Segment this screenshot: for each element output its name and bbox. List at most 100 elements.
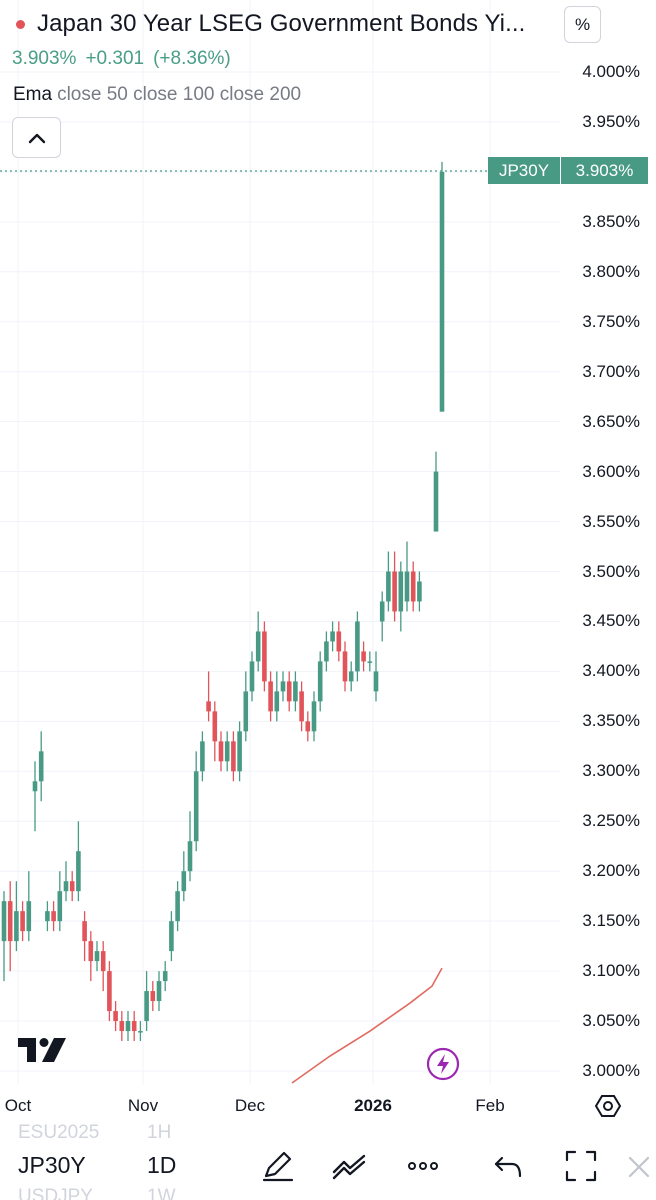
ema-line bbox=[291, 967, 443, 1084]
x-tick-label: Dec bbox=[234, 1096, 266, 1115]
price-change-row: 3.903% +0.301 (+8.36%) bbox=[12, 48, 231, 70]
candle-body bbox=[218, 741, 224, 762]
y-tick-label: 4.000% bbox=[582, 62, 640, 81]
candle-body bbox=[69, 881, 75, 892]
x-tick-label: Feb bbox=[475, 1096, 505, 1115]
y-tick-label: 3.650% bbox=[582, 411, 640, 431]
more-options-icon[interactable] bbox=[405, 1148, 441, 1189]
axis-settings-icon[interactable] bbox=[594, 1092, 622, 1125]
candle-body bbox=[45, 911, 50, 922]
candle-body bbox=[392, 571, 397, 612]
y-tick-label: 3.250% bbox=[582, 811, 640, 831]
bottom-toolbar: JP30Y 1D bbox=[0, 1140, 656, 1192]
y-tick-label: 3.500% bbox=[582, 561, 640, 581]
candle-body bbox=[348, 671, 354, 682]
price-chart[interactable] bbox=[0, 0, 656, 1140]
candle-body bbox=[280, 681, 286, 692]
percent-scale-button[interactable]: % bbox=[564, 6, 601, 43]
undo-icon[interactable] bbox=[492, 1148, 526, 1189]
candle-body bbox=[311, 701, 317, 732]
candle-body bbox=[355, 621, 360, 672]
y-tick-label: 3.850% bbox=[582, 211, 640, 231]
candle-body bbox=[324, 641, 329, 662]
collapse-panel-icon[interactable] bbox=[624, 1148, 656, 1189]
candle-body bbox=[367, 661, 373, 663]
fullscreen-icon[interactable] bbox=[563, 1148, 599, 1189]
pen-drawing-icon[interactable] bbox=[260, 1148, 296, 1189]
candle-body bbox=[255, 631, 261, 662]
candle-body bbox=[262, 631, 267, 682]
watchlist-timeframe-below[interactable]: 1W bbox=[147, 1186, 176, 1200]
watchlist-symbol-below[interactable]: USDJPY bbox=[18, 1186, 93, 1200]
candle-body bbox=[131, 1021, 137, 1032]
candle-body bbox=[404, 571, 410, 602]
x-tick-label: Nov bbox=[127, 1096, 159, 1115]
market-status-dot bbox=[16, 19, 25, 29]
candle-body bbox=[26, 901, 32, 932]
y-tick-label: 3.600% bbox=[582, 461, 640, 481]
candle-body bbox=[274, 691, 280, 712]
candle-body bbox=[181, 871, 187, 892]
collapse-legend-button[interactable] bbox=[12, 117, 61, 158]
y-tick-label: 3.050% bbox=[582, 1011, 640, 1031]
chevron-up-icon bbox=[28, 133, 45, 143]
y-tick-label: 3.000% bbox=[582, 1061, 640, 1080]
candle-body bbox=[286, 681, 292, 702]
candle-body bbox=[150, 991, 156, 1002]
y-tick-label: 3.400% bbox=[582, 661, 640, 681]
candle-body bbox=[299, 691, 304, 722]
candle-body bbox=[361, 651, 366, 662]
watchlist-symbol-above[interactable]: ESU2025 bbox=[18, 1122, 100, 1143]
candle-body bbox=[125, 1021, 131, 1032]
candle-body bbox=[94, 951, 100, 962]
watchlist-timeframe-above[interactable]: 1H bbox=[147, 1122, 172, 1143]
indicators-icon[interactable] bbox=[330, 1148, 370, 1189]
symbol-header[interactable]: Japan 30 Year LSEG Government Bonds Yi..… bbox=[16, 10, 525, 38]
candle-body bbox=[193, 771, 199, 842]
candle-body bbox=[373, 671, 379, 692]
candle-body bbox=[336, 631, 342, 652]
candle-body bbox=[51, 911, 56, 922]
candle-body bbox=[162, 971, 168, 982]
last-price: 3.903% bbox=[12, 48, 77, 69]
candle-body bbox=[231, 741, 236, 772]
candle-body bbox=[187, 841, 193, 872]
indicator-name: Ema bbox=[13, 84, 53, 105]
indicator-params: close 50 close 100 close 200 bbox=[57, 84, 302, 105]
indicator-legend[interactable]: Ema close 50 close 100 close 200 bbox=[13, 84, 301, 106]
candle-body bbox=[119, 1021, 125, 1032]
y-tick-label: 3.450% bbox=[582, 611, 640, 631]
symbol-selector[interactable]: JP30Y bbox=[18, 1152, 86, 1178]
candle-body bbox=[305, 721, 311, 732]
candle-body bbox=[32, 781, 38, 792]
candle-body bbox=[293, 681, 298, 702]
y-tick-label: 3.200% bbox=[582, 861, 640, 881]
y-tick-label: 3.150% bbox=[582, 911, 640, 931]
candle-body bbox=[144, 991, 149, 1022]
candle-body bbox=[439, 171, 445, 412]
y-tick-label: 3.300% bbox=[582, 761, 640, 781]
candle-body bbox=[243, 691, 249, 732]
candle-body bbox=[1, 901, 7, 942]
y-tick-label: 3.800% bbox=[582, 261, 640, 281]
y-tick-label: 3.550% bbox=[582, 511, 640, 531]
candle-body bbox=[212, 711, 218, 742]
tradingview-logo-icon[interactable] bbox=[18, 1038, 66, 1067]
candle-body bbox=[379, 601, 385, 622]
candle-body bbox=[156, 981, 162, 1002]
candle-body bbox=[20, 911, 25, 932]
price-tag-symbol: JP30Y bbox=[488, 157, 560, 184]
y-tick-label: 3.750% bbox=[582, 311, 640, 331]
price-change: +0.301 bbox=[85, 48, 145, 69]
y-tick-label: 3.950% bbox=[582, 111, 640, 131]
candle-body bbox=[169, 921, 174, 952]
candle-body bbox=[63, 881, 69, 892]
candle-body bbox=[82, 921, 87, 942]
candle-body bbox=[317, 661, 323, 702]
timeframe-selector[interactable]: 1D bbox=[147, 1152, 177, 1178]
candle-body bbox=[76, 851, 81, 892]
candle-body bbox=[57, 891, 63, 922]
lightning-icon[interactable] bbox=[426, 1047, 460, 1086]
candle-body bbox=[100, 951, 106, 972]
candle-body bbox=[249, 661, 255, 692]
